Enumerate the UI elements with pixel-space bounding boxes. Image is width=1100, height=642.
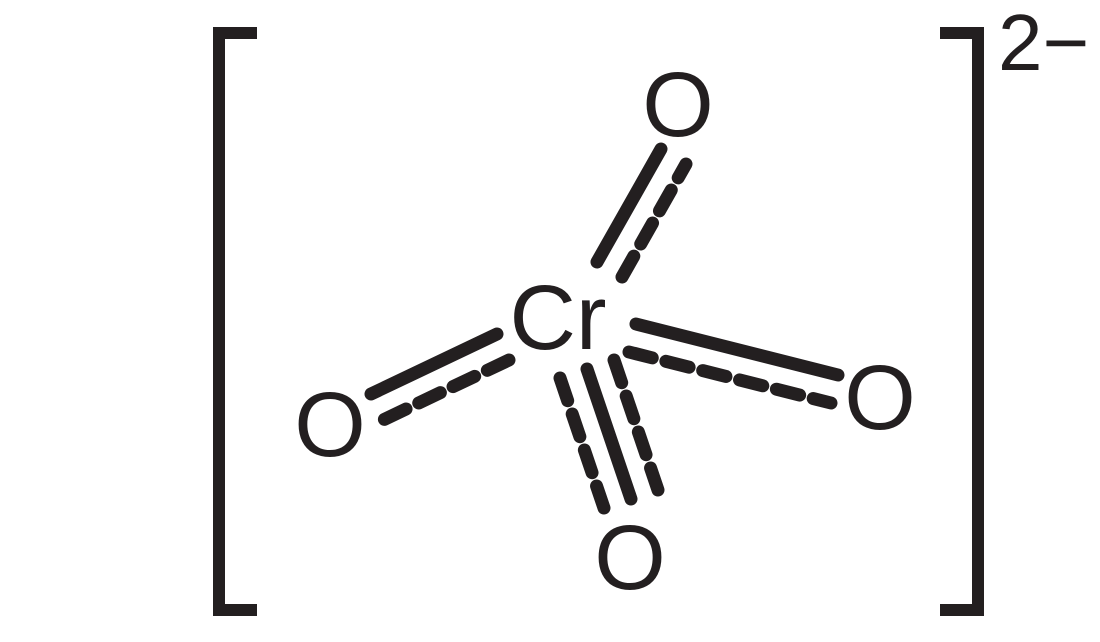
oxygen-atom-left-label: O: [294, 374, 366, 476]
oxygen-atom-bottom-label: O: [594, 507, 666, 609]
bond-line-O_top: [597, 149, 661, 262]
right-bracket: [940, 33, 978, 610]
bond-line-O_top: [622, 164, 686, 277]
oxygen-atom-top-label: O: [642, 54, 714, 156]
bond-line-O_left: [371, 334, 497, 394]
chromium-atom-label: Cr: [509, 267, 606, 369]
bond-line-O_left: [383, 360, 509, 420]
ion-charge-label: 2−: [998, 0, 1089, 87]
chromate-ion-diagram: Cr O O O O 2−: [0, 0, 1100, 642]
left-bracket: [219, 33, 257, 610]
oxygen-atom-right-label: O: [844, 347, 916, 449]
